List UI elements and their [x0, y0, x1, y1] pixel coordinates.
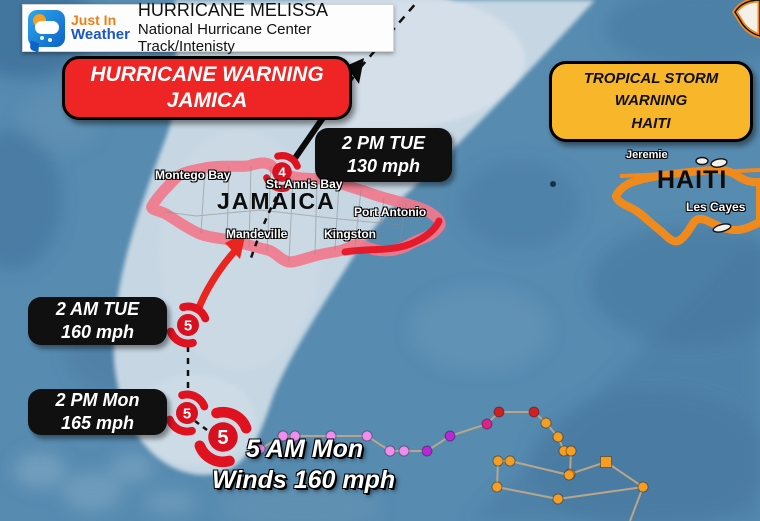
hurricane-icon-cat5-current: 5: [192, 406, 254, 468]
track-dot: [637, 481, 649, 493]
track-dot: [398, 445, 410, 457]
track-dot: [421, 445, 433, 457]
tropical-storm-warning-box: TROPICAL STORM WARNING HAITI: [549, 61, 753, 142]
hurricane-warning-line1: HURRICANE WARNING: [90, 62, 324, 86]
logo-line1: Just In: [71, 12, 117, 29]
jamaica-label: JAMAICA: [217, 188, 336, 214]
map-title: HURRICANE MELISSA: [137, 0, 328, 21]
track-dot: [277, 430, 289, 442]
speech-bubble-tail: [29, 39, 40, 53]
current-winds: Winds 160 mph: [212, 465, 396, 494]
hurricane-icon-cat5-mon2pm: 5: [164, 390, 211, 437]
forecast-label-mon-2pm: 2 PM Mon 165 mph: [28, 389, 167, 435]
haiti-island: [611, 156, 760, 242]
southeast-warning-segment: [341, 217, 443, 256]
forecast-time: 2 PM Mon: [55, 389, 140, 410]
city-mandeville: Mandeville: [226, 227, 288, 241]
track-dot: [563, 469, 575, 481]
track-dot: [361, 430, 373, 442]
category-number: 4: [278, 165, 286, 180]
track-dot: [384, 445, 396, 457]
current-time: 5 AM Mon: [246, 435, 364, 463]
header-titles: HURRICANE MELISSA National Hurricane Cen…: [138, 0, 393, 55]
track-dot: [481, 418, 493, 430]
track-dot: [493, 406, 505, 418]
cloud-icon: [35, 20, 59, 34]
city-montego-bay: Montego Bay: [155, 168, 231, 182]
track-dot: [528, 406, 540, 418]
islet: [710, 158, 728, 168]
tropical-storm-line3: HAITI: [631, 114, 671, 132]
city-port-antonio: Port Antonio: [354, 205, 427, 219]
hurricane-warning-box: HURRICANE WARNING JAMICA: [62, 56, 352, 120]
forecast-arrow-head: [346, 58, 364, 84]
navassa-island: [550, 181, 556, 187]
track-dot: [325, 430, 337, 442]
track-dot: [444, 430, 456, 442]
city-jeremie: Jeremie: [626, 149, 668, 161]
tropical-storm-line1: TROPICAL STORM: [583, 69, 719, 87]
forecast-wind: 130 mph: [346, 156, 421, 176]
city-les-cayes: Les Cayes: [686, 200, 746, 214]
track-dot: [492, 455, 504, 467]
logo-line2: Weather: [71, 26, 130, 44]
tropical-storm-line2: WARNING: [614, 92, 688, 110]
header-bar: Just In Weather HURRICANE MELISSA Nation…: [22, 0, 394, 55]
current-position-label: 5 AM Mon Winds 160 mph: [212, 434, 395, 495]
just-in-weather-logo-icon: [28, 9, 65, 53]
city-kingston: Kingston: [324, 227, 376, 241]
track-dot: [254, 443, 266, 455]
category-number: 5: [184, 317, 192, 334]
track-line: [495, 460, 644, 501]
dashed-track-segment: [249, 185, 284, 259]
haiti-label: HAITI: [657, 166, 728, 194]
historical-track: [254, 406, 649, 521]
haiti-warning-line: [619, 168, 760, 178]
logo-wordmark: Just In Weather: [71, 13, 130, 43]
track-dot: [565, 445, 577, 457]
track-dot: [600, 456, 612, 468]
forecast-label-tue-2pm: 2 PM TUE 130 mph: [315, 128, 452, 182]
track-dot: [504, 455, 516, 467]
hurricane-warning-line2: JAMICA: [166, 89, 248, 112]
forecast-wind: 165 mph: [60, 413, 135, 433]
parish-boundaries: [165, 165, 407, 262]
red-arrow-head: [225, 232, 246, 259]
map-subtitle: National Hurricane Center Track/Intenist…: [137, 21, 312, 56]
forecast-time: 2 AM TUE: [55, 298, 140, 319]
category-number: 5: [183, 405, 191, 422]
ile-a-vache-islet: [712, 223, 732, 233]
hurricane-icon-cat5-tue2am: 5: [165, 302, 212, 349]
category-number: 5: [217, 427, 228, 449]
track-dot: [540, 417, 552, 429]
track-dot: [552, 493, 564, 505]
hurricane-icon-cat4: 4: [261, 151, 302, 192]
city-st-anns-bay: St. Ann's Bay: [266, 177, 343, 191]
forecast-wind: 160 mph: [60, 322, 135, 342]
forecast-label-tue-2am: 2 AM TUE 160 mph: [28, 297, 167, 345]
islet: [695, 156, 709, 166]
cuba-coastline: [734, 0, 760, 37]
track-dot: [491, 481, 503, 493]
dashed-track-segment: [194, 420, 208, 431]
snow-dot: [40, 35, 44, 40]
track-dot: [289, 430, 301, 442]
forecast-time: 2 PM TUE: [341, 132, 425, 153]
track-dot: [552, 431, 564, 443]
snow-dot: [48, 37, 52, 42]
